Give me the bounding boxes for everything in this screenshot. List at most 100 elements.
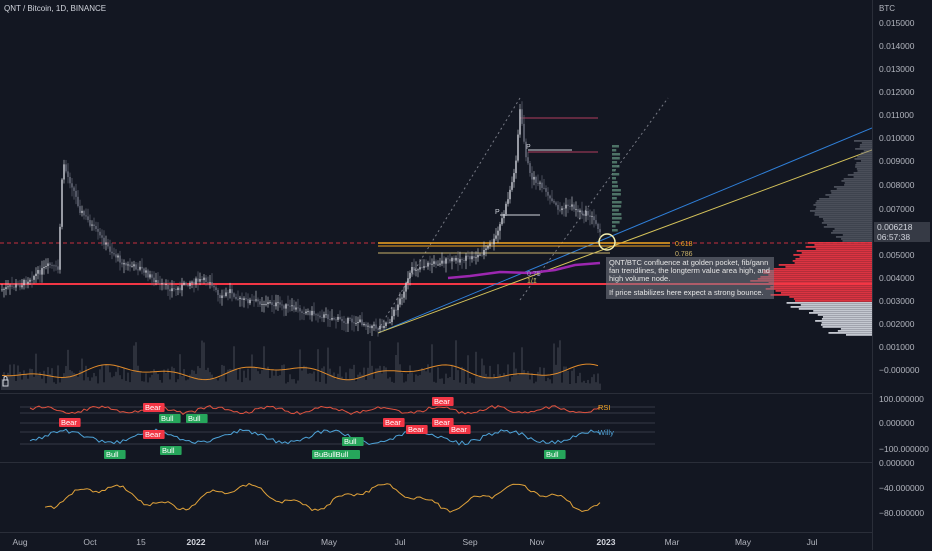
volume-bar	[583, 380, 585, 390]
volume-bar	[103, 382, 105, 390]
volume-bar	[17, 365, 19, 390]
candle-body	[61, 179, 63, 227]
volume-bar	[65, 366, 67, 390]
indicator-axis-label: 100.000000	[879, 394, 924, 404]
volume-bar	[411, 372, 413, 390]
candle-body	[367, 325, 369, 327]
candle-body	[399, 298, 401, 305]
oscillator-pane[interactable]	[44, 482, 601, 513]
volume-profile-bar	[794, 262, 872, 264]
candle-body	[481, 254, 483, 256]
candle-body	[83, 210, 85, 216]
candle-body	[105, 242, 107, 245]
volume-profile-bar	[822, 316, 872, 318]
volume-bar	[227, 369, 229, 390]
candle-body	[295, 307, 297, 310]
candle-body	[235, 296, 237, 299]
volume-bar	[477, 377, 479, 390]
volume-profile-bar	[789, 296, 872, 298]
volume-bar	[67, 349, 69, 390]
volume-profile-bar	[840, 328, 872, 330]
volume-profile-bar	[790, 306, 872, 308]
volume-bar	[3, 372, 5, 390]
pane-divider-1[interactable]	[0, 393, 872, 394]
volume-bar	[407, 374, 409, 390]
volume-bar	[53, 382, 55, 390]
bear-tag	[383, 418, 405, 427]
volume-bar	[203, 342, 205, 390]
volume-bar	[315, 381, 317, 390]
volume-profile-bar	[854, 158, 872, 160]
time-axis-label: Oct	[83, 537, 97, 547]
candle-body	[443, 260, 445, 264]
session-profile-bar	[612, 181, 618, 184]
candle-body	[465, 255, 467, 261]
candle-body	[553, 201, 555, 203]
session-profile-bar	[612, 213, 622, 216]
price-axis-label: 0.014000	[879, 41, 915, 51]
volume-bar	[299, 349, 301, 390]
volume-bar	[181, 376, 183, 390]
volume-bar	[49, 374, 51, 390]
bull-tag	[160, 446, 182, 455]
bear-tag-label: Bear	[385, 418, 401, 427]
price-axis[interactable]: BTC 0.015000 0.014000 0.013000 0.012000 0.01…	[872, 0, 932, 550]
bull-tag-label: BuBullBull	[314, 450, 349, 459]
bear-tag	[143, 403, 165, 412]
volume-bar	[343, 378, 345, 390]
volume-profile-bar	[823, 226, 872, 228]
candle-body	[19, 284, 21, 288]
volume-profile-bar	[835, 236, 872, 238]
blue-trendline[interactable]	[377, 127, 872, 334]
pane-divider-2[interactable]	[0, 462, 872, 463]
candle-body	[101, 235, 103, 238]
candle-body	[37, 270, 39, 274]
volume-bar	[265, 368, 267, 390]
candle-body	[403, 291, 405, 298]
candle-body	[155, 280, 157, 283]
price-chart-canvas[interactable]: 0.618 0.786 0.75 1/1 P P RSIWillyBearBea…	[0, 0, 872, 532]
volume-bar	[249, 380, 251, 390]
time-axis-label: 15	[136, 537, 146, 547]
candle-body	[511, 182, 513, 190]
volume-bar	[235, 368, 237, 390]
willy-label: Willy	[598, 428, 614, 437]
volume-bar	[451, 364, 453, 390]
confluence-circle[interactable]	[598, 233, 616, 251]
volume-bar	[481, 358, 483, 390]
volume-profile-bar	[818, 216, 872, 218]
volume-bar	[291, 379, 293, 390]
volume-profile-bar	[863, 150, 872, 152]
candlestick-series[interactable]	[1, 101, 601, 337]
volume-bar	[55, 383, 57, 390]
time-axis[interactable]: Aug Oct 15 2022 Mar May Jul Sep Nov 2023 Mar May Jul	[0, 532, 872, 551]
session-profile-bar	[612, 177, 616, 180]
candle-body	[585, 211, 587, 216]
candle-body	[363, 323, 365, 326]
lock-icon[interactable]	[2, 376, 9, 387]
candle-body	[577, 208, 579, 213]
volume-bar	[459, 382, 461, 390]
candle-body	[351, 318, 353, 323]
volume-bar	[345, 372, 347, 390]
gann-fan-line[interactable]	[377, 149, 872, 334]
volume-bar	[129, 382, 131, 390]
candle-body	[373, 324, 375, 326]
candle-body	[149, 274, 151, 278]
session-profile-bar	[612, 149, 617, 152]
volume-bar	[397, 342, 399, 390]
volume-bar	[27, 378, 29, 390]
volume-bar	[405, 381, 407, 390]
volume-bar	[549, 379, 551, 390]
volume-profile-bar	[853, 176, 872, 178]
volume-bar	[283, 364, 285, 390]
volume-bar	[573, 368, 575, 390]
volume-bar	[409, 365, 411, 390]
volume-bar	[45, 383, 47, 390]
last-price-tag: 0.006218 06:57:38	[874, 222, 930, 242]
volume-bar	[571, 370, 573, 390]
volume-bar	[115, 371, 117, 390]
annotation-callout[interactable]: QNT/BTC confluence at golden pocket, fib…	[606, 257, 774, 299]
candle-body	[507, 199, 509, 204]
